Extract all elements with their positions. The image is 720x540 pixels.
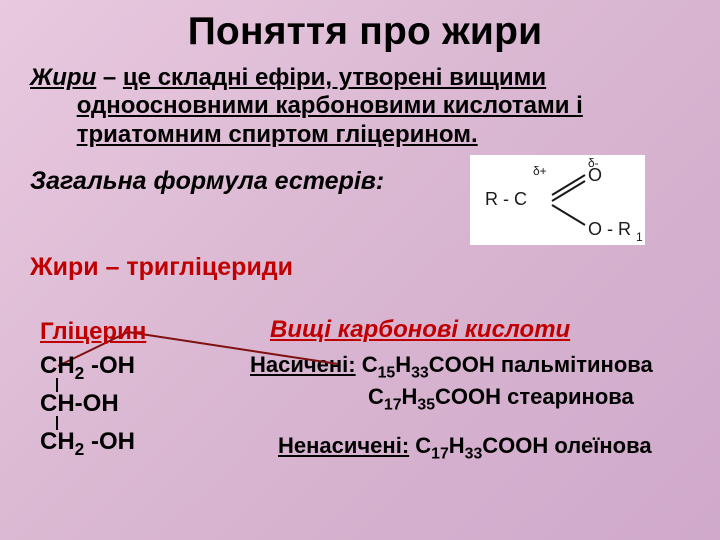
u1m: H	[449, 433, 465, 458]
triglycerides-label: Жири – тригліцериди	[30, 253, 700, 282]
unsaturated-line: Ненасичені: C17H33COOH олеїнова	[278, 433, 700, 463]
svg-text:R - C: R - C	[485, 189, 527, 209]
glycerin-structure: CH2 -OH CH-OH CH2 -OH	[40, 352, 220, 456]
definition-term: Жири	[30, 64, 96, 91]
definition-line2: одноосновними карбоновими кислотами і	[77, 92, 583, 119]
glycerin-title: Гліцерин	[40, 318, 220, 346]
s1m: H	[395, 352, 411, 377]
g-l3-a: CH	[40, 428, 75, 455]
svg-text:δ-: δ-	[588, 156, 599, 170]
svg-text:O - R: O - R	[588, 219, 631, 239]
g-l2: CH-OH	[40, 390, 119, 417]
s1n1: 15	[378, 364, 396, 381]
glycerin-column: Гліцерин CH2 -OH CH-OH CH2 -OH	[40, 286, 220, 463]
saturated-label: Насичені:	[250, 352, 356, 377]
glycerin-line2: CH-OH	[40, 390, 220, 418]
s2p: COOH стеаринова	[435, 384, 634, 409]
formula-row: Загальна формула естерів: R - C O O - R …	[30, 159, 700, 249]
s2m: H	[402, 384, 418, 409]
saturated-line2: C17H35COOH стеаринова	[368, 384, 700, 414]
unsaturated-label: Ненасичені:	[278, 433, 409, 458]
definition-block: Жири – це складні ефіри, утворені вищими…	[30, 64, 700, 149]
s2n1: 17	[384, 397, 402, 414]
svg-text:δ+: δ+	[533, 164, 547, 178]
g-l3-sub: 2	[75, 439, 85, 459]
g-l1-b: -OH	[84, 352, 135, 379]
glycerin-line3: CH2 -OH	[40, 428, 220, 456]
definition-line1: це складні ефіри, утворені вищими	[123, 64, 546, 91]
svg-text:1: 1	[636, 230, 643, 244]
s1p: COOH пальмітинова	[429, 352, 653, 377]
g-l3-b: -OH	[84, 428, 135, 455]
s2a: C	[368, 384, 384, 409]
acids-column: Вищі карбонові кислоти Насичені: C15H33C…	[250, 316, 700, 463]
u1p: COOH олеїнова	[482, 433, 651, 458]
definition-sep: –	[96, 64, 123, 91]
ester-formula-box: R - C O O - R 1 δ+ δ-	[470, 155, 645, 245]
branch-area: Гліцерин CH2 -OH CH-OH CH2 -OH Вищі карб…	[30, 286, 700, 463]
s1n2: 33	[411, 364, 429, 381]
definition-line3: триатомним спиртом гліцерином.	[77, 121, 478, 148]
g-l1-a: CH	[40, 352, 75, 379]
u1n1: 17	[431, 445, 449, 462]
acids-title: Вищі карбонові кислоти	[270, 316, 700, 344]
ester-subheading: Загальна формула естерів:	[30, 167, 384, 196]
g-l1-sub: 2	[75, 363, 85, 383]
slide-title: Поняття про жири	[30, 10, 700, 54]
u1a: C	[409, 433, 431, 458]
slide: Поняття про жири Жири – це складні ефіри…	[0, 0, 720, 540]
ester-formula-svg: R - C O O - R 1 δ+ δ-	[470, 155, 645, 245]
saturated-line1: Насичені: C15H33COOH пальмітинова	[250, 352, 700, 382]
s2n2: 35	[417, 397, 435, 414]
s1a: C	[356, 352, 378, 377]
glycerin-line1: CH2 -OH	[40, 352, 220, 380]
u1n2: 33	[465, 445, 483, 462]
